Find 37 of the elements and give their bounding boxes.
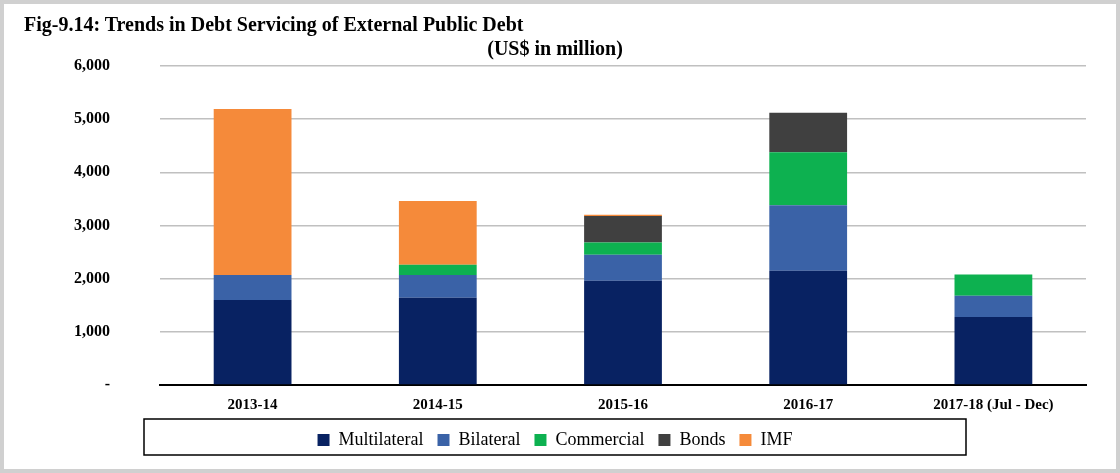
chart-subtitle: (US$ in million): [487, 37, 623, 61]
legend-label: Commercial: [555, 428, 645, 449]
bar: [954, 316, 1033, 385]
bar: [584, 280, 662, 385]
bar: [769, 112, 848, 153]
legend-label: Bilateral: [458, 428, 521, 449]
bar: [954, 274, 1033, 296]
bar: [213, 109, 292, 275]
y-tick-label: 4,000: [74, 162, 110, 180]
bar: [769, 205, 848, 271]
y-tick-label: 6,000: [74, 56, 110, 74]
x-tick-label: 2016-17: [783, 395, 834, 412]
y-tick-label: 2,000: [74, 268, 110, 286]
bar: [213, 274, 292, 300]
x-tick-label: 2015-16: [598, 395, 649, 412]
bar: [213, 299, 292, 385]
y-tick-label: 5,000: [74, 109, 110, 127]
bar: [584, 215, 662, 243]
bar: [954, 295, 1033, 317]
bar: [584, 254, 662, 281]
y-tick-label: -: [104, 375, 110, 393]
x-tick-label: 2017-18 (Jul - Dec): [933, 395, 1054, 413]
legend-label: Bonds: [679, 428, 726, 449]
bar: [398, 201, 477, 265]
x-tick-label: 2014-15: [412, 395, 463, 412]
legend-label: Multilateral: [338, 428, 424, 449]
bar: [398, 274, 477, 298]
x-tick-label: 2013-14: [227, 395, 279, 412]
legend-label: IMF: [760, 428, 793, 449]
bar: [769, 270, 848, 385]
bar: [584, 242, 662, 255]
y-tick-label: 3,000: [74, 215, 110, 233]
bar: [769, 152, 848, 206]
bar: [398, 264, 477, 275]
y-tick-label: 1,000: [74, 321, 110, 339]
bar: [398, 297, 477, 385]
chart-title: Fig-9.14: Trends in Debt Servicing of External Public Debt: [24, 13, 524, 37]
